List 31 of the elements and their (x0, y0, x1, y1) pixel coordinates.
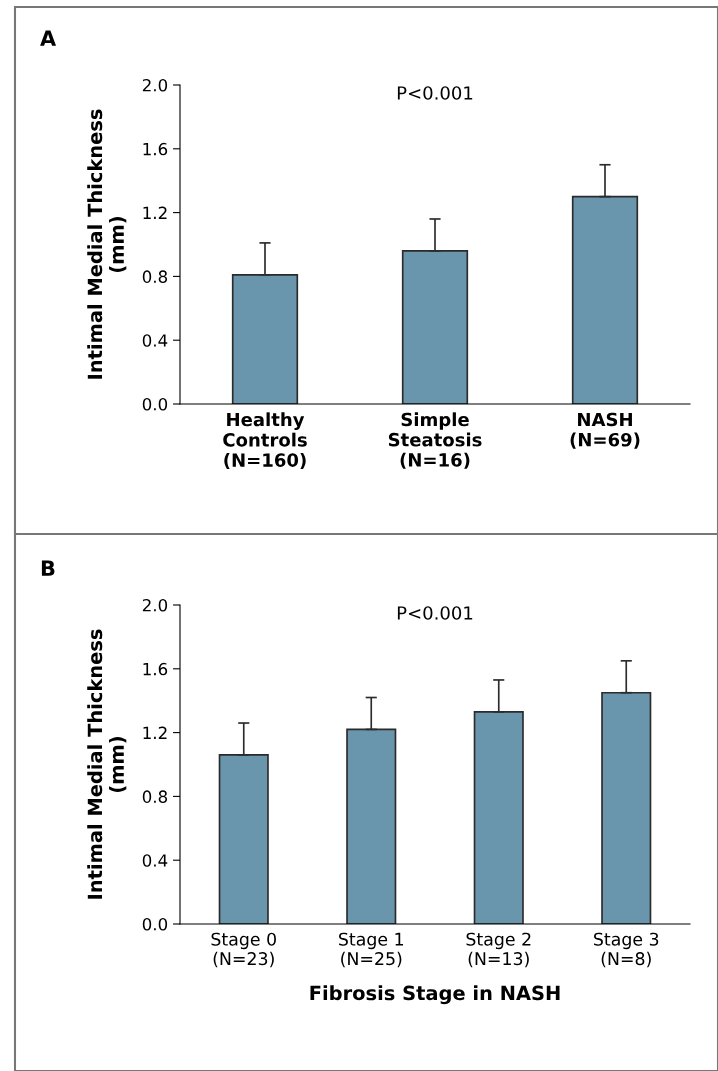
annotation: P<0.001 (397, 86, 473, 100)
x-tick-label: Healthy Controls (N=160) (223, 412, 307, 470)
annotation: P<0.001 (397, 606, 473, 620)
chart-title: A (40, 30, 57, 46)
x-tick-label: Stage 1 (N=25) (339, 932, 404, 968)
y-tick-label: 2.0 (142, 598, 168, 612)
y-axis-title: Intimal Medial Thickness (mm) (87, 629, 127, 899)
chart-title: B (41, 560, 55, 576)
x-axis-title: Fibrosis Stage in NASH (310, 985, 560, 1005)
y-tick-label: 1.2 (143, 726, 167, 739)
bar (473, 711, 524, 924)
y-tick-label: 0.4 (142, 334, 168, 347)
bar (401, 250, 469, 404)
y-tick-label: 0.8 (142, 790, 168, 803)
y-tick-label: 2.0 (142, 78, 168, 92)
bar (218, 754, 269, 924)
y-tick-label: 1.2 (143, 206, 167, 219)
x-tick-label: Simple Steatosis (N=16) (388, 412, 482, 469)
x-tick-label: Stage 3 (N=8) (594, 932, 659, 968)
bar (231, 273, 299, 404)
y-tick-label: 1.6 (143, 142, 168, 156)
y-tick-label: 1.6 (143, 662, 168, 676)
y-tick-label: 0.0 (142, 917, 168, 931)
y-tick-label: 0.0 (142, 397, 168, 411)
x-tick-label: Stage 0 (N=23) (211, 932, 276, 968)
y-axis-title: Intimal Medial Thickness (mm) (87, 109, 127, 379)
bar (601, 691, 652, 924)
y-tick-label: 0.4 (142, 854, 168, 867)
x-tick-label: NASH (N=69) (570, 412, 640, 449)
x-tick-label: Stage 2 (N=13) (466, 932, 531, 968)
y-tick-label: 0.8 (142, 270, 168, 283)
